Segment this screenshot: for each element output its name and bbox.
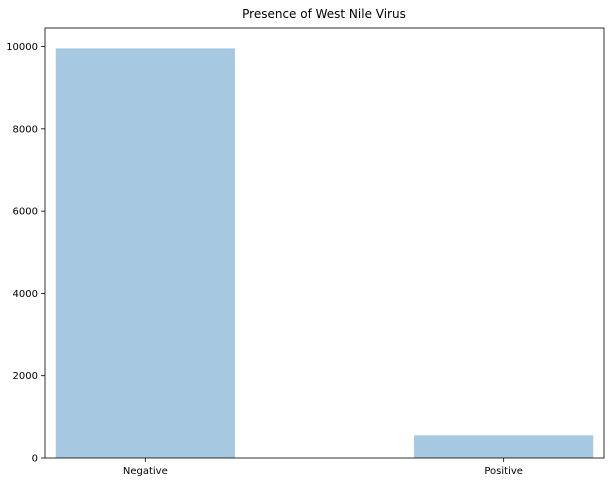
bars-layer (55, 48, 594, 459)
x-tick-label: Negative (123, 466, 168, 477)
x-axis: Negative Positive (123, 458, 523, 477)
x-tick-label: Positive (484, 466, 523, 477)
y-tick-label: 6000 (13, 207, 38, 218)
y-tick-label: 10000 (6, 42, 38, 53)
y-axis: 0 2000 4000 6000 8000 10000 (6, 42, 45, 465)
y-tick-label: 0 (32, 454, 38, 465)
y-tick-label: 4000 (13, 289, 38, 300)
y-tick-label: 8000 (13, 124, 38, 135)
bar-negative (55, 48, 235, 459)
bar-positive (414, 435, 594, 458)
y-tick-label: 2000 (13, 371, 38, 382)
plot-frame (44, 27, 605, 459)
axes-layer (44, 27, 605, 459)
chart-title: Presence of West Nile Virus (242, 7, 406, 21)
